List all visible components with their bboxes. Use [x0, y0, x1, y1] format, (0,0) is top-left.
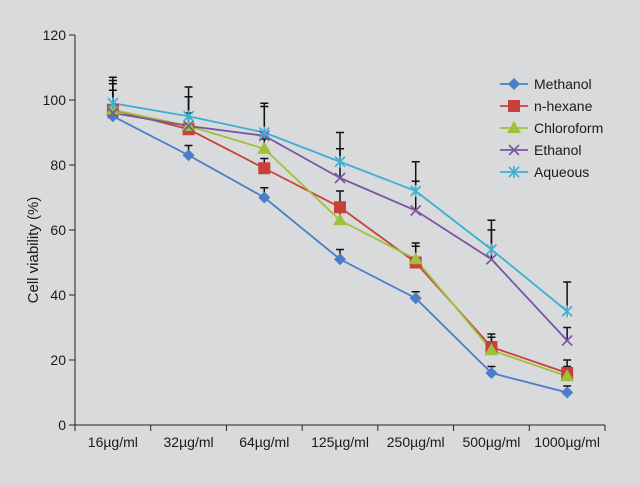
- data-point: [485, 253, 497, 265]
- data-point: [334, 201, 346, 214]
- data-point: [484, 343, 499, 356]
- data-point: [485, 243, 497, 256]
- y-tick-label: 20: [50, 352, 66, 368]
- data-point: [182, 149, 195, 162]
- data-point: [561, 334, 573, 347]
- data-point: [410, 185, 422, 197]
- error-bars: [108, 76, 572, 393]
- legend-marker: [508, 100, 520, 112]
- data-point: [183, 110, 195, 123]
- x-tick-label: 64µg/ml: [239, 434, 289, 450]
- data-point: [107, 97, 119, 110]
- legend-marker: [507, 121, 521, 133]
- data-point: [408, 252, 423, 265]
- x-tick-label: 1000µg/ml: [534, 434, 600, 450]
- legend-marker: [508, 78, 520, 90]
- legend-label: Methanol: [534, 76, 592, 92]
- legend-label: n-hexane: [534, 98, 593, 114]
- x-tick-label: 500µg/ml: [462, 434, 520, 450]
- data-point: [561, 305, 573, 318]
- legend-label: Chloroform: [534, 120, 603, 136]
- data-point: [107, 107, 119, 119]
- data-point: [183, 120, 195, 132]
- legend-label: Ethanol: [534, 142, 581, 158]
- y-tick-label: 120: [43, 27, 67, 43]
- y-tick-label: 60: [50, 222, 66, 238]
- x-tick-label: 125µg/ml: [311, 434, 369, 450]
- y-axis-label: Cell viability (%): [25, 197, 42, 304]
- data-point: [485, 367, 498, 379]
- data-point: [561, 386, 574, 399]
- axes: 0 20 40 60 80 100 120 16µg/ml 32µg/ml 64µg/ml 125µ…: [43, 27, 606, 450]
- y-tick-label: 100: [43, 92, 67, 108]
- x-tick-label: 32µg/ml: [164, 434, 214, 450]
- data-point: [410, 204, 422, 217]
- series-markers: [105, 97, 575, 399]
- x-tick-label: 16µg/ml: [88, 434, 138, 450]
- data-point: [333, 213, 347, 226]
- y-tick-label: 40: [50, 287, 66, 303]
- legend-marker: [508, 166, 520, 178]
- data-point: [257, 141, 272, 154]
- legend-marker: [508, 144, 520, 156]
- y-tick-label: 0: [58, 417, 66, 433]
- x-tick-label: 250µg/ml: [387, 434, 445, 450]
- data-point: [258, 126, 270, 139]
- legend-label: Aqueous: [534, 164, 589, 180]
- data-point: [334, 253, 346, 266]
- data-point: [258, 191, 271, 204]
- data-point: [560, 369, 575, 382]
- data-point: [258, 162, 271, 175]
- data-point: [334, 172, 346, 184]
- data-point: [334, 155, 346, 168]
- data-point: [409, 292, 422, 305]
- y-tick-label: 80: [50, 157, 66, 173]
- legend: Methanol n-hexane Chloroform Ethanol Aqueous: [500, 76, 603, 180]
